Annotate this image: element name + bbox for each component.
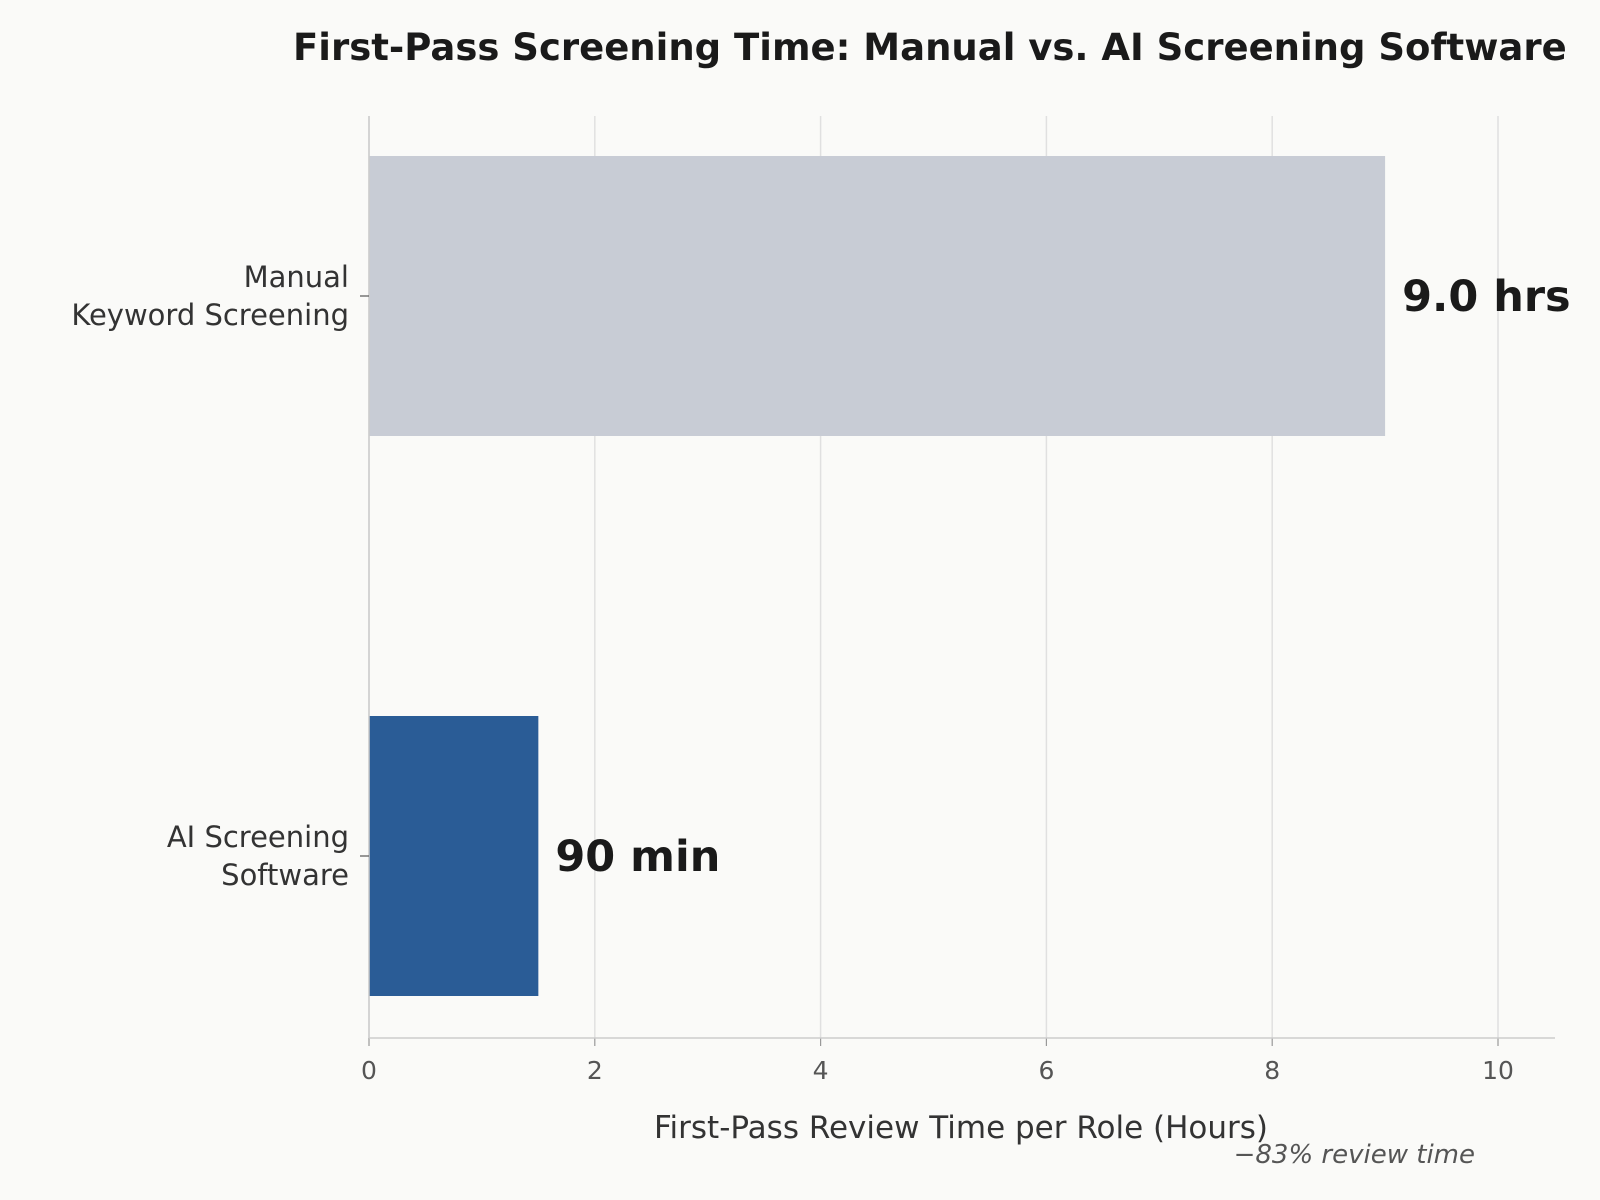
x-tick-label: 8 (1264, 1056, 1280, 1085)
x-tick-label: 0 (361, 1056, 377, 1085)
x-tick-label: 2 (587, 1056, 603, 1085)
value-label: 90 min (555, 832, 720, 882)
reduction-annotation: −83% review time (1234, 1140, 1475, 1170)
chart-title: First-Pass Screening Time: Manual vs. AI… (293, 26, 1567, 69)
category-label: Manual (244, 260, 349, 294)
bar (369, 716, 539, 996)
x-tick-label: 4 (813, 1056, 829, 1085)
value-label: 9.0 hrs (1402, 272, 1571, 322)
bars (369, 156, 1386, 996)
category-label: AI Screening (167, 820, 349, 854)
labels: 0 2 4 6 8 10 Manual Keyword Screening 9.0 hrs AI … (71, 260, 1570, 1085)
bar (369, 156, 1386, 436)
x-tick-label: 6 (1038, 1056, 1054, 1085)
category-label: Keyword Screening (71, 298, 349, 332)
x-axis-title: First-Pass Review Time per Role (Hours) (654, 1110, 1268, 1146)
category-label: Software (221, 858, 349, 892)
axes (360, 116, 1555, 1046)
x-tick-label: 10 (1482, 1056, 1514, 1085)
